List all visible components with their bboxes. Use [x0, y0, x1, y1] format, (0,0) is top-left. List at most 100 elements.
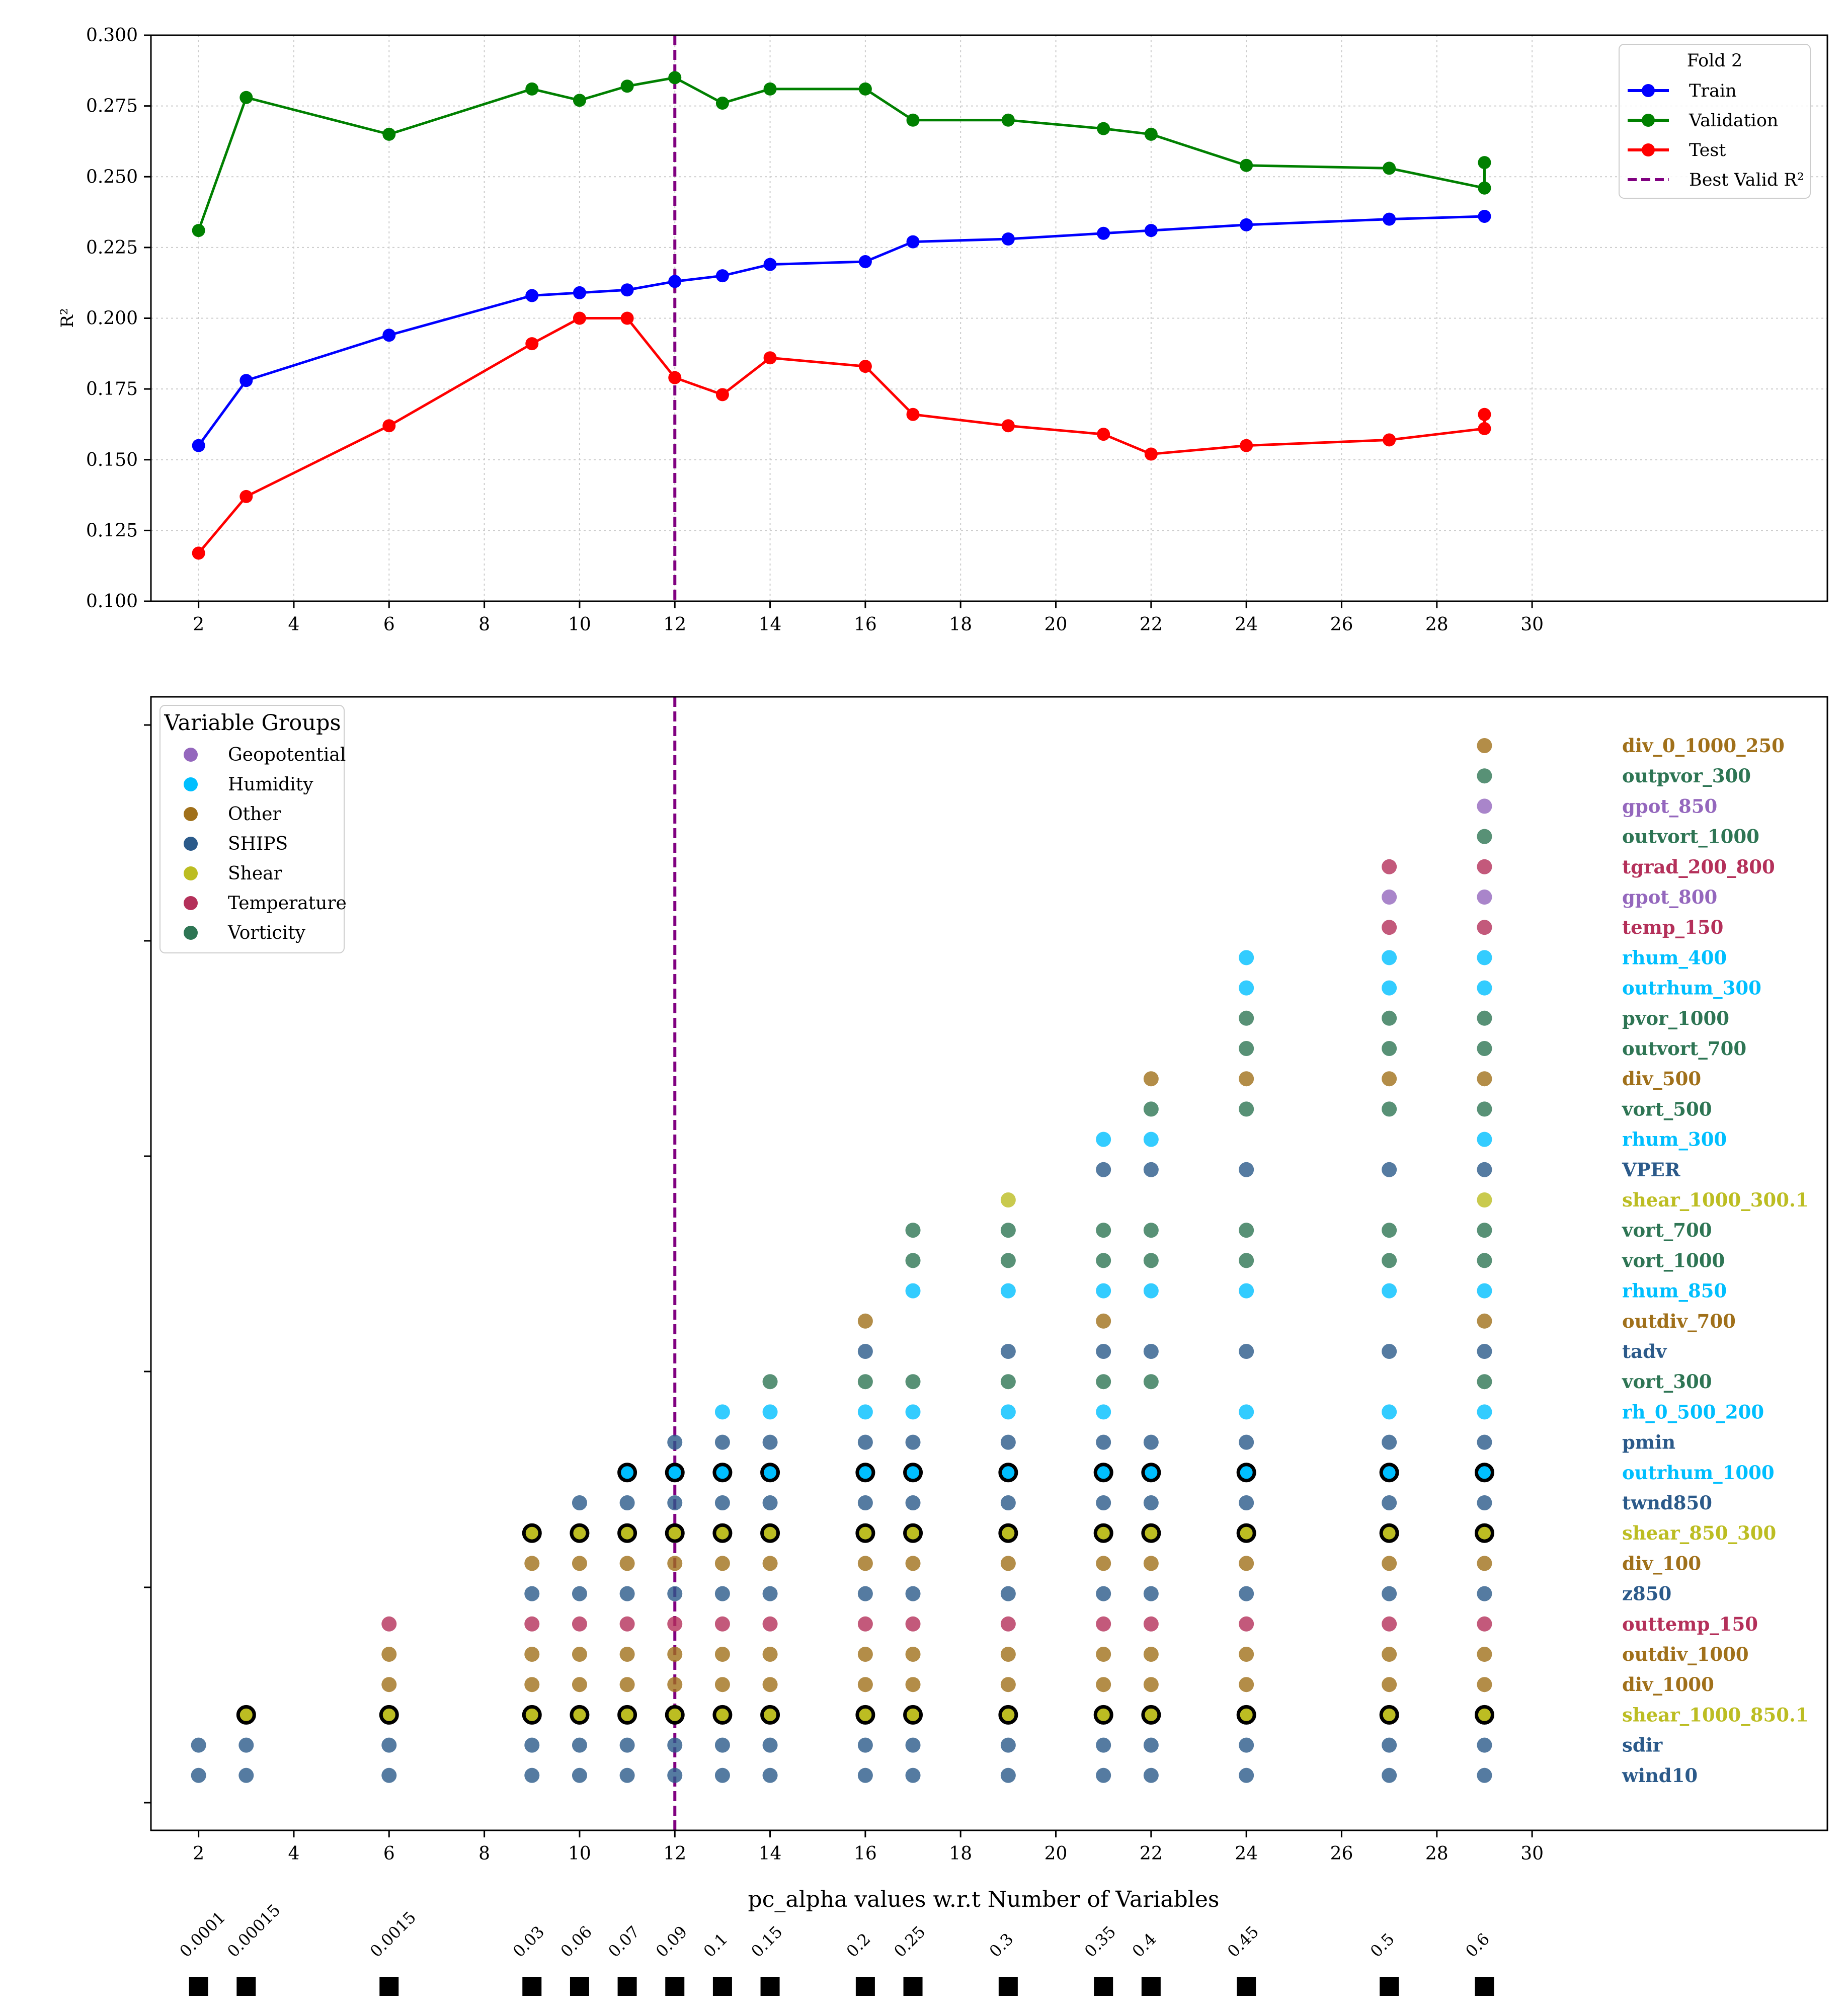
- data-point-train: [715, 269, 729, 283]
- variable-labels: div_0_1000_250 outpvor_300 gpot_850outvort…: [1622, 735, 1809, 1787]
- data-point-test: [763, 351, 777, 365]
- x-tick-label: 8: [478, 614, 490, 635]
- data-point-validation: [906, 113, 920, 127]
- variable-point-div_1000: [762, 1677, 778, 1692]
- data-point-train: [382, 329, 396, 342]
- variable-point-z850: [1143, 1586, 1159, 1601]
- variable-point-pmin: [905, 1434, 921, 1450]
- variable-point-outtemp_150: [1096, 1616, 1111, 1632]
- pc-alpha-marker: [998, 1977, 1018, 1996]
- pc-alpha-marker: [760, 1977, 780, 1996]
- variable-point-sdir: [1096, 1737, 1111, 1753]
- variable-point-shear_850_300: [617, 1523, 637, 1543]
- bottom-plot-frame: [150, 696, 1828, 1831]
- data-point-test: [1001, 419, 1015, 433]
- pc-alpha-marker: [855, 1977, 875, 1996]
- variable-point-wind10: [238, 1767, 254, 1783]
- variable-point-rh_0_500_200: [714, 1404, 730, 1420]
- variable-point-outrhum_1000: [998, 1463, 1018, 1483]
- variable-point-shear_850_300: [1141, 1523, 1161, 1543]
- pc-alpha-marker: [1237, 1977, 1256, 1996]
- legend-marker-other: [184, 807, 198, 821]
- variable-point-tadv: [1477, 1344, 1492, 1359]
- top-legend-box: [1619, 44, 1811, 199]
- variable-point-div_100: [1477, 1556, 1492, 1571]
- legend-entry-test: Test: [1628, 140, 1726, 160]
- variable-point-outdiv_1000: [572, 1647, 587, 1662]
- pc-alpha-label: 0.4: [1129, 1929, 1160, 1961]
- x-tick-label: 26: [1330, 1843, 1353, 1864]
- variable-point-sdir: [1239, 1737, 1254, 1753]
- legend-label-validation: Validation: [1689, 111, 1778, 131]
- variable-point-shear_1000_850.1: [1236, 1705, 1256, 1725]
- data-point-validation: [382, 127, 396, 141]
- variable-point-pvor_1000: [1382, 1010, 1397, 1026]
- variable-point-div_1000: [524, 1677, 540, 1692]
- variable-point-shear_1000_850.1: [760, 1705, 780, 1725]
- pc-alpha-marker: [712, 1977, 732, 1996]
- pc-alpha-marker: [1094, 1977, 1113, 1996]
- variable-point-vort_700: [1096, 1223, 1111, 1238]
- pc-alpha-marker: [522, 1977, 542, 1996]
- variable-point-outrhum_300: [1382, 980, 1397, 996]
- x-axis-label: pc_alpha values w.r.t Number of Variable…: [748, 1887, 1220, 1912]
- variable-point-gpot_800: [1382, 890, 1397, 905]
- variable-point-outdiv_1000: [714, 1647, 730, 1662]
- data-point-test: [1240, 439, 1253, 452]
- data-point-validation: [192, 224, 205, 237]
- bottom-y-ticks: [144, 724, 151, 1804]
- variable-label: tgrad_200_800: [1622, 856, 1775, 878]
- pc-alpha-label: 0.2: [843, 1929, 874, 1961]
- variable-groups-legend-entries: Geopotential Humidity Other SHIPS Shear Tempe…: [184, 745, 347, 943]
- variable-point-VPER: [1143, 1162, 1159, 1177]
- variable-point-twnd850: [1239, 1495, 1254, 1510]
- variable-label: outtemp_150: [1622, 1613, 1758, 1635]
- x-tick-label: 24: [1235, 1843, 1258, 1864]
- variable-point-div_1000: [714, 1677, 730, 1692]
- data-point-train: [1144, 224, 1158, 237]
- variable-point-div_500: [1382, 1071, 1397, 1087]
- x-tick-label: 6: [383, 614, 395, 635]
- variable-label: outdiv_1000: [1622, 1643, 1749, 1665]
- variable-point-outtemp_150: [572, 1616, 587, 1632]
- variable-point-vort_1000: [1239, 1253, 1254, 1268]
- variable-point-outvort_700: [1382, 1041, 1397, 1056]
- variable-label: vort_500: [1622, 1098, 1712, 1120]
- pc-alpha-marker: [1475, 1977, 1494, 1996]
- variable-point-z850: [619, 1586, 635, 1601]
- variable-label: sdir: [1622, 1734, 1663, 1756]
- variable-point-outrhum_1000: [712, 1463, 733, 1483]
- x-tick-label: 12: [663, 1843, 686, 1864]
- variable-point-temp_150: [1382, 920, 1397, 935]
- variable-point-div_500: [1477, 1071, 1492, 1087]
- variable-point-outtemp_150: [1000, 1616, 1016, 1632]
- variable-point-pmin: [1143, 1434, 1159, 1450]
- variable-point-wind10: [1239, 1767, 1254, 1783]
- top-legend: Fold 2 Train Validation Test Best Valid …: [1619, 44, 1811, 199]
- data-point-validation: [1144, 127, 1158, 141]
- x-tick-label: 6: [383, 1843, 395, 1864]
- legend-label-test: Test: [1689, 140, 1726, 160]
- variable-point-shear_1000_850.1: [570, 1705, 590, 1725]
- variable-label: vort_300: [1622, 1370, 1712, 1393]
- variable-point-rhum_850: [1477, 1283, 1492, 1299]
- x-tick-label: 4: [288, 1843, 300, 1864]
- x-tick-label: 18: [949, 614, 972, 635]
- variable-point-temp_150: [1477, 920, 1492, 935]
- variable-point-div_1000: [905, 1677, 921, 1692]
- variable-point-wind10: [1096, 1767, 1111, 1783]
- variable-point-div_100: [524, 1556, 540, 1571]
- variable-point-rh_0_500_200: [1239, 1404, 1254, 1420]
- variable-point-div_500: [1143, 1071, 1159, 1087]
- x-tick-label: 10: [568, 614, 591, 635]
- variable-point-div_1000: [1143, 1677, 1159, 1692]
- y-axis-label: R²: [57, 308, 77, 328]
- data-point-test: [1478, 422, 1491, 435]
- variable-point-pmin: [857, 1434, 873, 1450]
- top-series: [192, 71, 1491, 560]
- variable-point-shear_1000_850.1: [1141, 1705, 1161, 1725]
- variable-point-vort_500: [1477, 1101, 1492, 1117]
- variable-point-wind10: [572, 1767, 587, 1783]
- variable-point-outdiv_700: [857, 1313, 873, 1329]
